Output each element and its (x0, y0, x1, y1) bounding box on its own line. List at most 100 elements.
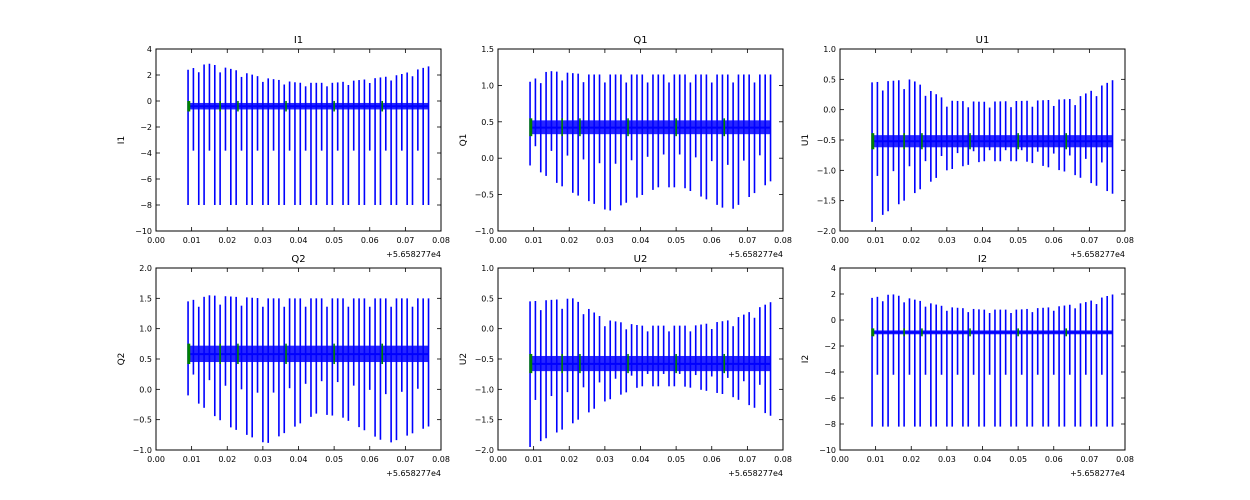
x-offset-label: +5.658277e4 (386, 469, 441, 478)
y-tick-label: −6 (140, 175, 152, 184)
y-tick-label: 1.0 (481, 81, 494, 90)
subplot-u1: 0.00 0.01 0.02 0.03 0.04 0.05 0.06 0.07 0.08 −2.0… (801, 35, 1134, 259)
subplot-title: U2 (634, 254, 648, 265)
x-tick-label: 0.06 (703, 236, 721, 245)
y-axis-label: U1 (801, 134, 811, 146)
y-tick-label: 2.0 (139, 264, 152, 273)
x-tick-label: 0.05 (325, 236, 343, 245)
y-tick-label: 1.5 (139, 294, 152, 303)
y-tick-label: −4 (824, 368, 836, 377)
x-tick-label: 0.01 (525, 455, 543, 464)
y-tick-label: −1.0 (475, 385, 494, 394)
x-tick-label: 0.07 (396, 455, 414, 464)
y-tick-label: −1.0 (133, 446, 152, 455)
x-tick-label: 0.01 (525, 236, 543, 245)
x-tick-label: 0.03 (254, 236, 272, 245)
y-tick-label: −2.0 (817, 227, 836, 236)
y-tick-label: −2.0 (475, 446, 494, 455)
y-axis-label: U2 (459, 353, 469, 365)
x-tick-label: 0.00 (147, 236, 165, 245)
x-tick-label: 0.08 (774, 455, 792, 464)
x-tick-label: 0.05 (1009, 236, 1027, 245)
y-tick-label: 0.5 (823, 75, 836, 84)
y-tick-label: 0.0 (481, 325, 494, 334)
subplot-q1: 0.00 0.01 0.02 0.03 0.04 0.05 0.06 0.07 0.08 −1.0… (459, 35, 792, 259)
y-tick-label: 0.5 (481, 294, 494, 303)
y-axis-label: Q1 (459, 134, 469, 147)
x-offset-label: +5.658277e4 (1070, 469, 1125, 478)
x-tick-label: 0.01 (183, 236, 201, 245)
x-offset-label: +5.658277e4 (728, 250, 783, 259)
x-tick-label: 0.03 (938, 455, 956, 464)
y-tick-label: 2 (831, 290, 836, 299)
subplot-u2: 0.00 0.01 0.02 0.03 0.04 0.05 0.06 0.07 0.08 −2.0… (459, 254, 792, 478)
x-tick-label: 0.04 (290, 455, 308, 464)
x-tick-label: 0.05 (667, 455, 685, 464)
subplot-title: Q2 (291, 254, 305, 265)
y-tick-label: −10 (135, 227, 152, 236)
y-tick-label: −1.5 (817, 197, 836, 206)
y-tick-label: −4 (140, 149, 152, 158)
y-tick-label: −0.5 (475, 355, 494, 364)
plot-area (187, 63, 430, 205)
y-tick-label: 4 (831, 264, 836, 273)
x-tick-label: 0.04 (974, 236, 992, 245)
y-tick-label: 1.0 (139, 325, 152, 334)
x-tick-label: 0.04 (632, 236, 650, 245)
x-tick-label: 0.08 (774, 236, 792, 245)
y-tick-label: 0 (147, 97, 152, 106)
x-tick-label: 0.01 (183, 455, 201, 464)
x-tick-label: 0.00 (489, 236, 507, 245)
y-axis-label: I2 (801, 355, 811, 363)
y-tick-label: −2 (824, 342, 836, 351)
x-tick-label: 0.02 (560, 236, 578, 245)
y-tick-label: 1.5 (481, 45, 494, 54)
x-tick-label: 0.06 (1045, 236, 1063, 245)
y-tick-label: 0.5 (481, 118, 494, 127)
x-tick-label: 0.00 (489, 455, 507, 464)
y-tick-label: −0.5 (475, 191, 494, 200)
x-tick-label: 0.05 (1009, 455, 1027, 464)
y-tick-label: 0 (831, 316, 836, 325)
x-tick-label: 0.05 (667, 236, 685, 245)
subplot-title: I1 (294, 35, 303, 46)
y-tick-label: 4 (147, 45, 152, 54)
x-tick-label: 0.02 (218, 236, 236, 245)
y-tick-label: 0.0 (823, 106, 836, 115)
subplot-i1: 0.00 0.01 0.02 0.03 0.04 0.05 0.06 0.07 0.08 −10 −… (117, 35, 450, 259)
x-tick-label: 0.08 (1116, 455, 1134, 464)
y-tick-label: 2 (147, 71, 152, 80)
subplot-i2: 0.00 0.01 0.02 0.03 0.04 0.05 0.06 0.07 0.08 −10 −… (801, 254, 1134, 478)
subplot-title: Q1 (633, 35, 647, 46)
x-tick-label: 0.02 (902, 236, 920, 245)
x-tick-label: 0.06 (703, 455, 721, 464)
y-tick-label: −1.0 (475, 227, 494, 236)
x-offset-label: +5.658277e4 (1070, 250, 1125, 259)
x-tick-label: 0.07 (738, 455, 756, 464)
x-tick-label: 0.07 (1080, 236, 1098, 245)
x-tick-label: 0.07 (738, 236, 756, 245)
x-tick-label: 0.06 (361, 236, 379, 245)
y-tick-label: −8 (824, 420, 836, 429)
y-tick-label: −1.0 (817, 166, 836, 175)
y-tick-label: −6 (824, 394, 836, 403)
x-tick-label: 0.08 (432, 236, 450, 245)
x-tick-label: 0.03 (596, 455, 614, 464)
x-tick-label: 0.06 (361, 455, 379, 464)
x-tick-label: 0.01 (867, 455, 885, 464)
x-tick-label: 0.04 (974, 455, 992, 464)
x-tick-label: 0.00 (831, 455, 849, 464)
x-tick-label: 0.07 (396, 236, 414, 245)
plot-area (871, 79, 1114, 222)
x-tick-label: 0.04 (632, 455, 650, 464)
plot-area (187, 295, 430, 443)
y-tick-label: −10 (819, 446, 836, 455)
plot-area (871, 294, 1114, 427)
subplot-title: U1 (976, 35, 990, 46)
x-tick-label: 0.00 (831, 236, 849, 245)
y-tick-label: 1.0 (823, 45, 836, 54)
x-tick-label: 0.03 (254, 455, 272, 464)
x-tick-label: 0.02 (902, 455, 920, 464)
y-tick-label: −1.5 (475, 416, 494, 425)
